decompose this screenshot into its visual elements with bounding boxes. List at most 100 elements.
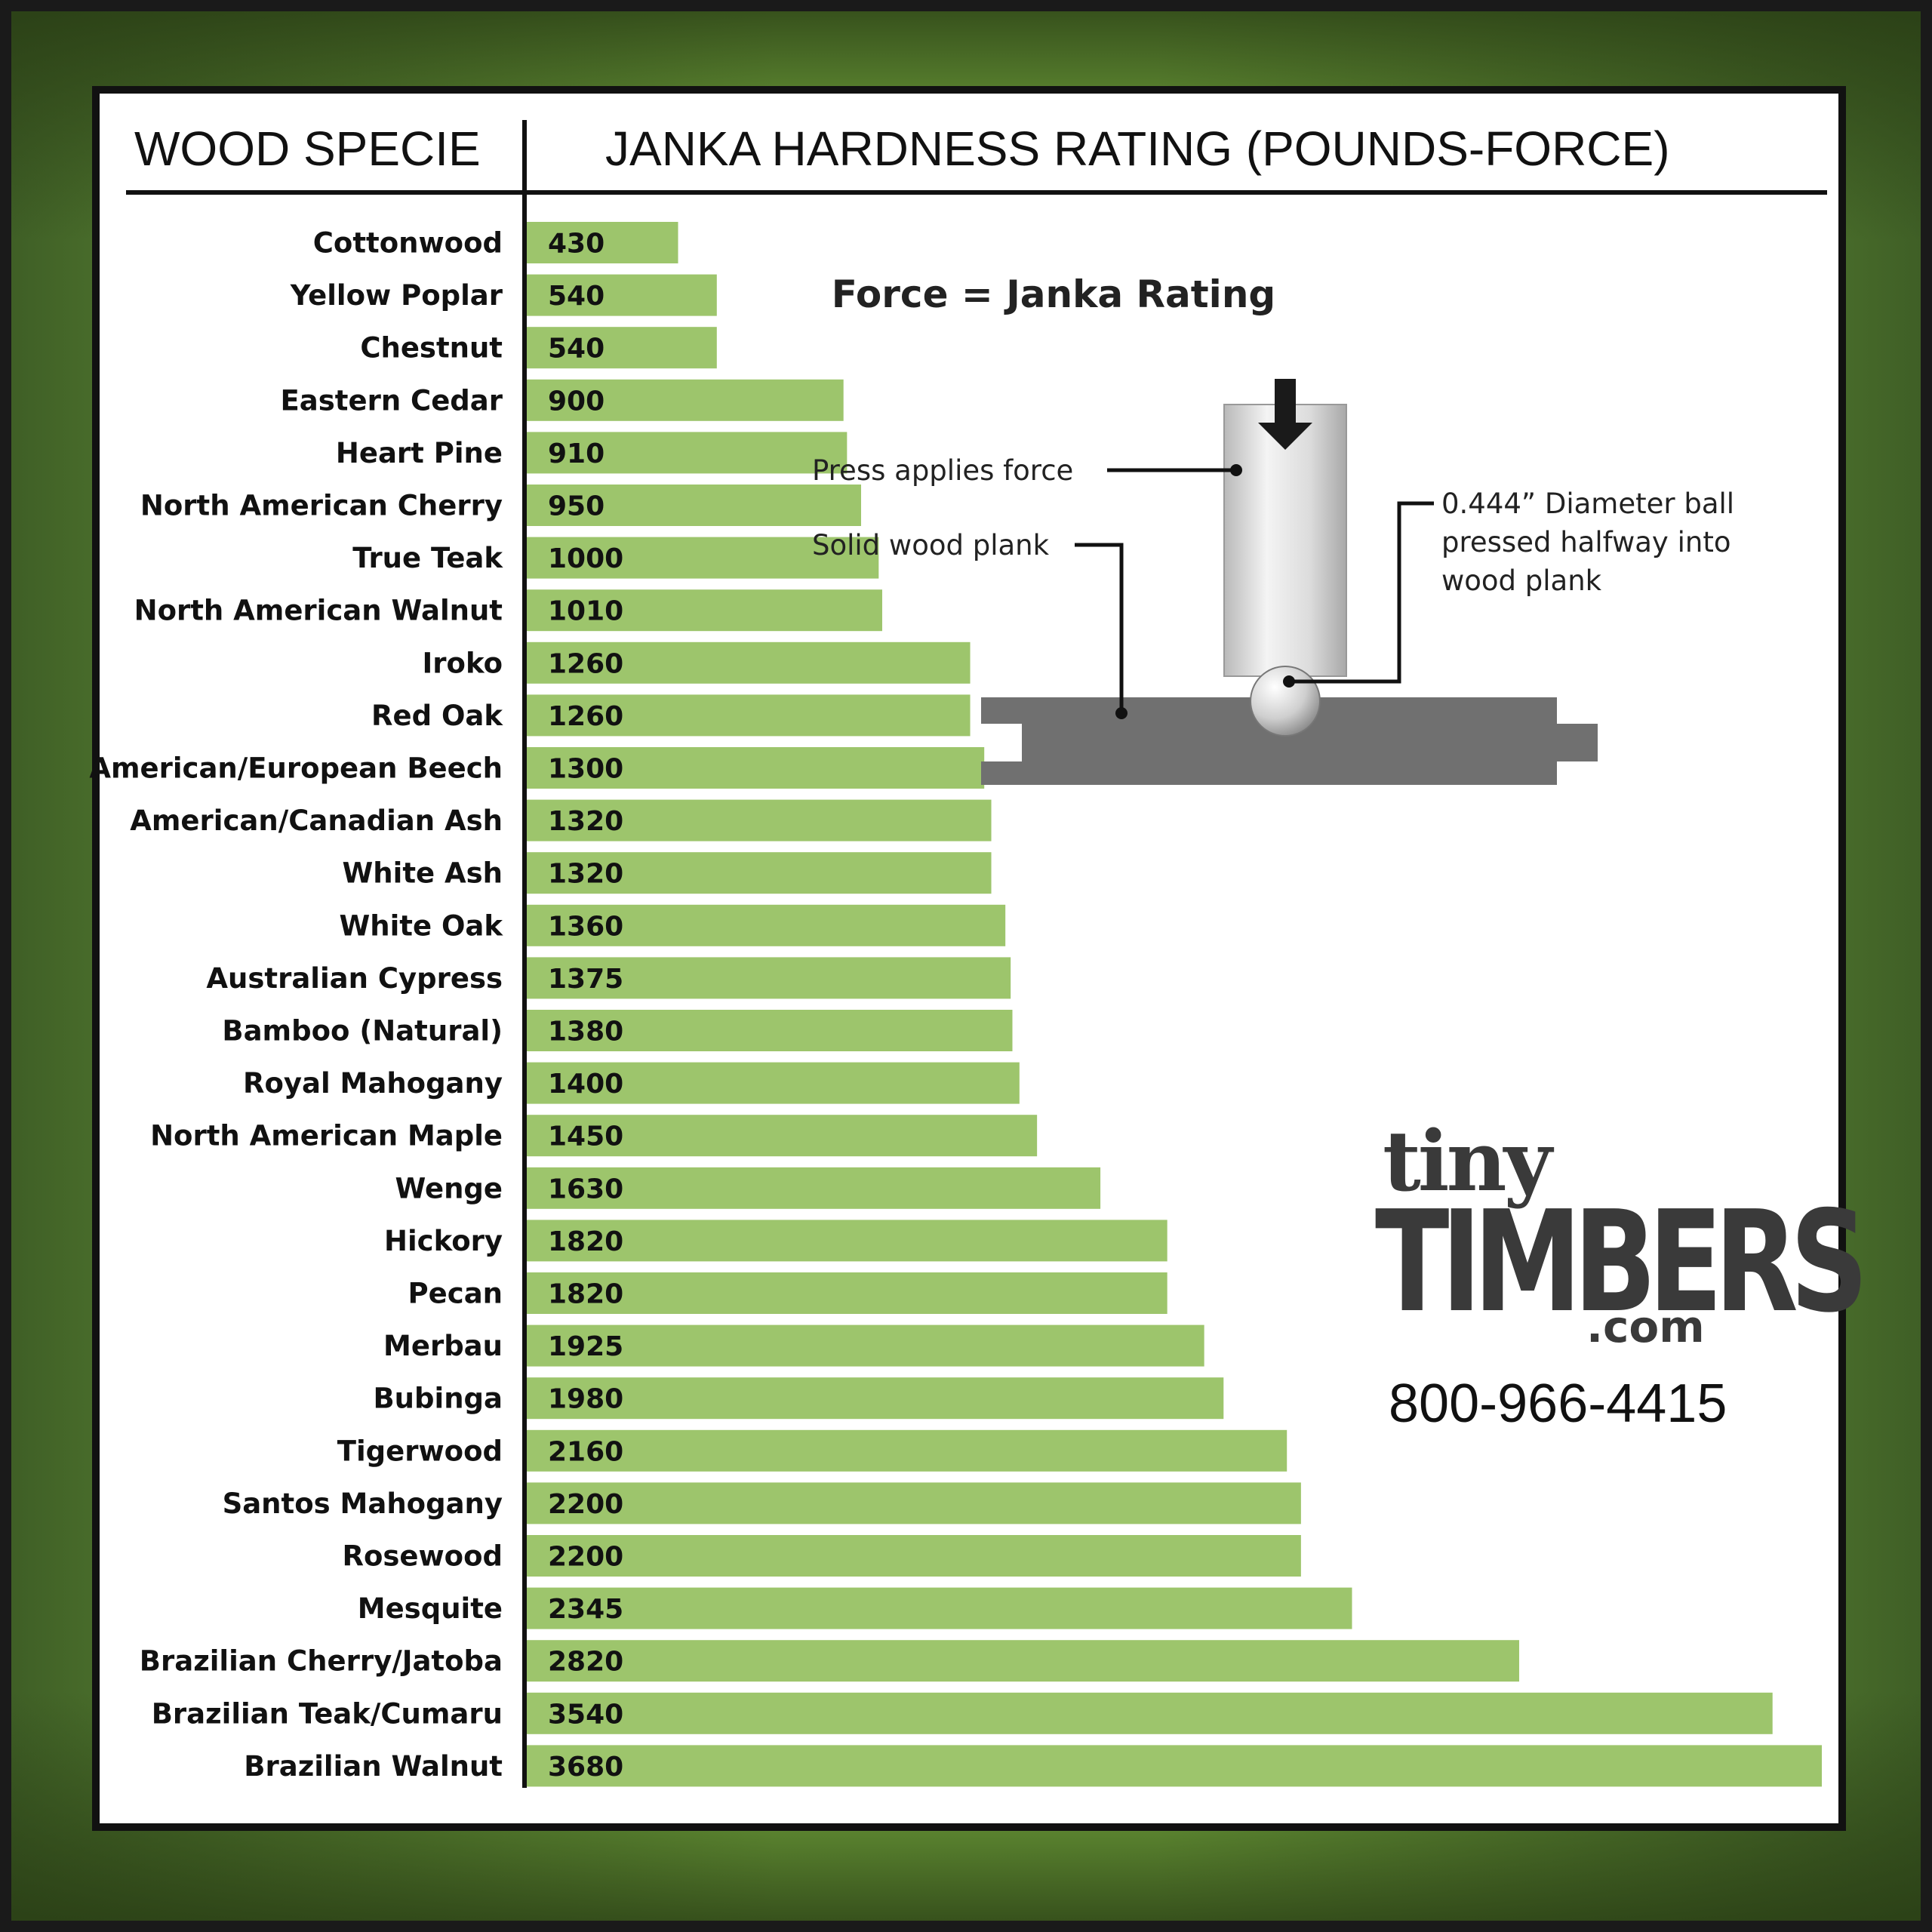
bar-value-label-11: 1320 — [548, 806, 623, 837]
bar-value-label-9: 1260 — [548, 701, 623, 732]
plank-callout-dot — [1115, 707, 1128, 719]
bar-26 — [527, 1587, 1352, 1629]
category-label-14: Australian Cypress — [206, 962, 503, 995]
bar-22 — [527, 1377, 1224, 1420]
category-label-28: Brazilian Teak/Cumaru — [152, 1697, 503, 1730]
bar-0 — [527, 222, 678, 263]
janka-test-diagram: Force = Janka Rating Press applies force… — [812, 272, 1734, 785]
category-label-7: North American Walnut — [134, 595, 503, 627]
bar-8 — [527, 641, 971, 684]
header-rule — [126, 190, 1827, 195]
bar-15 — [527, 1010, 1013, 1051]
category-label-13: White Oak — [339, 909, 503, 942]
bar-value-label-16: 1400 — [548, 1069, 623, 1100]
bar-value-label-3: 900 — [548, 386, 605, 417]
bar-5 — [527, 485, 861, 526]
ball-label-line-1: 0.444” Diameter ball — [1441, 488, 1734, 520]
ball-callout-dot — [1283, 675, 1295, 688]
category-label-6: True Teak — [352, 542, 503, 574]
bar-2 — [527, 327, 717, 369]
bar-value-label-26: 2345 — [548, 1594, 623, 1625]
category-label-10: American/European Beech — [89, 752, 503, 785]
bar-value-label-28: 3540 — [548, 1699, 623, 1730]
category-label-26: Mesquite — [358, 1592, 503, 1625]
callout-lines — [1075, 468, 1434, 713]
bar-value-label-22: 1980 — [548, 1384, 623, 1415]
category-label-0: Cottonwood — [313, 227, 503, 260]
bar-value-label-12: 1320 — [548, 859, 623, 890]
bar-4 — [527, 432, 848, 474]
bar-12 — [527, 852, 992, 894]
steel-ball — [1250, 666, 1321, 737]
bar-value-label-14: 1375 — [548, 964, 623, 995]
bar-19 — [527, 1220, 1168, 1262]
category-label-18: Wenge — [395, 1172, 503, 1204]
bar-27 — [527, 1640, 1519, 1682]
plank-label: Solid wood plank — [812, 529, 1050, 561]
category-label-23: Tigerwood — [337, 1435, 503, 1467]
category-label-29: Brazilian Walnut — [244, 1750, 503, 1783]
down-arrow-icon — [1258, 379, 1312, 450]
category-label-15: Bamboo (Natural) — [222, 1015, 503, 1048]
bar-value-label-1: 540 — [548, 281, 605, 312]
bar-value-label-7: 1010 — [548, 596, 623, 627]
bar-28 — [527, 1692, 1773, 1734]
phone-number: 800-966-4415 — [1389, 1374, 1727, 1434]
bar-17 — [527, 1115, 1038, 1157]
bar-value-label-19: 1820 — [548, 1226, 623, 1257]
logo-tiny-text: tiny — [1383, 1112, 1552, 1210]
category-label-12: White Ash — [343, 857, 503, 890]
press-label: Press applies force — [812, 454, 1073, 487]
bar-1 — [527, 274, 717, 316]
category-label-4: Heart Pine — [336, 437, 503, 469]
ball-label-line-2: pressed halfway into — [1441, 526, 1730, 558]
bar-value-label-6: 1000 — [548, 543, 623, 574]
category-label-24: Santos Mahogany — [223, 1487, 503, 1520]
bar-value-label-13: 1360 — [548, 911, 623, 942]
bar-value-label-8: 1260 — [548, 648, 623, 679]
bar-value-label-18: 1630 — [548, 1174, 623, 1204]
category-label-2: Chestnut — [360, 332, 503, 365]
axis-divider — [522, 120, 527, 1788]
category-label-19: Hickory — [384, 1225, 503, 1257]
bar-13 — [527, 904, 1006, 946]
press-callout-dot — [1230, 464, 1242, 476]
bar-11 — [527, 799, 992, 841]
category-label-22: Bubinga — [373, 1383, 503, 1415]
category-label-9: Red Oak — [371, 700, 503, 732]
bar-value-label-23: 2160 — [548, 1436, 623, 1467]
bar-value-label-5: 950 — [548, 491, 605, 522]
janka-rating-header: JANKA HARDNESS RATING (POUNDS-FORCE) — [605, 122, 1670, 176]
chart-panel: WOOD SPECIE JANKA HARDNESS RATING (POUND… — [89, 86, 1869, 1831]
bar-21 — [527, 1324, 1204, 1367]
category-label-25: Rosewood — [342, 1540, 503, 1573]
bar-14 — [527, 957, 1011, 999]
bar-value-label-21: 1925 — [548, 1331, 623, 1362]
bar-16 — [527, 1062, 1020, 1104]
bar-18 — [527, 1167, 1101, 1209]
logo-com-text: .com — [1586, 1301, 1705, 1352]
bar-6 — [527, 537, 879, 579]
bar-23 — [527, 1429, 1287, 1472]
wood-plank — [981, 697, 1598, 785]
bar-value-label-15: 1380 — [548, 1017, 623, 1048]
janka-bar-chart: 430 Cottonwood 540 Yellow Poplar 540 Chestnut… — [89, 222, 1822, 1787]
category-label-21: Merbau — [383, 1330, 503, 1362]
bar-value-label-0: 430 — [548, 229, 605, 260]
category-label-27: Brazilian Cherry/Jatoba — [140, 1645, 503, 1678]
bar-9 — [527, 694, 971, 737]
bar-25 — [527, 1535, 1301, 1577]
bar-3 — [527, 379, 844, 421]
wood-specie-header: WOOD SPECIE — [134, 122, 481, 176]
category-label-20: Pecan — [408, 1278, 503, 1310]
bar-10 — [527, 747, 985, 789]
logo-timbers-text: TIMBERS — [1375, 1180, 1869, 1343]
bar-7 — [527, 589, 882, 632]
bar-29 — [527, 1745, 1822, 1787]
bar-value-label-20: 1820 — [548, 1279, 623, 1310]
bar-value-label-25: 2200 — [548, 1542, 623, 1573]
bar-value-label-2: 540 — [548, 334, 605, 365]
diagram-title: Force = Janka Rating — [832, 272, 1275, 316]
bar-20 — [527, 1272, 1168, 1314]
bar-value-label-4: 910 — [548, 438, 605, 469]
